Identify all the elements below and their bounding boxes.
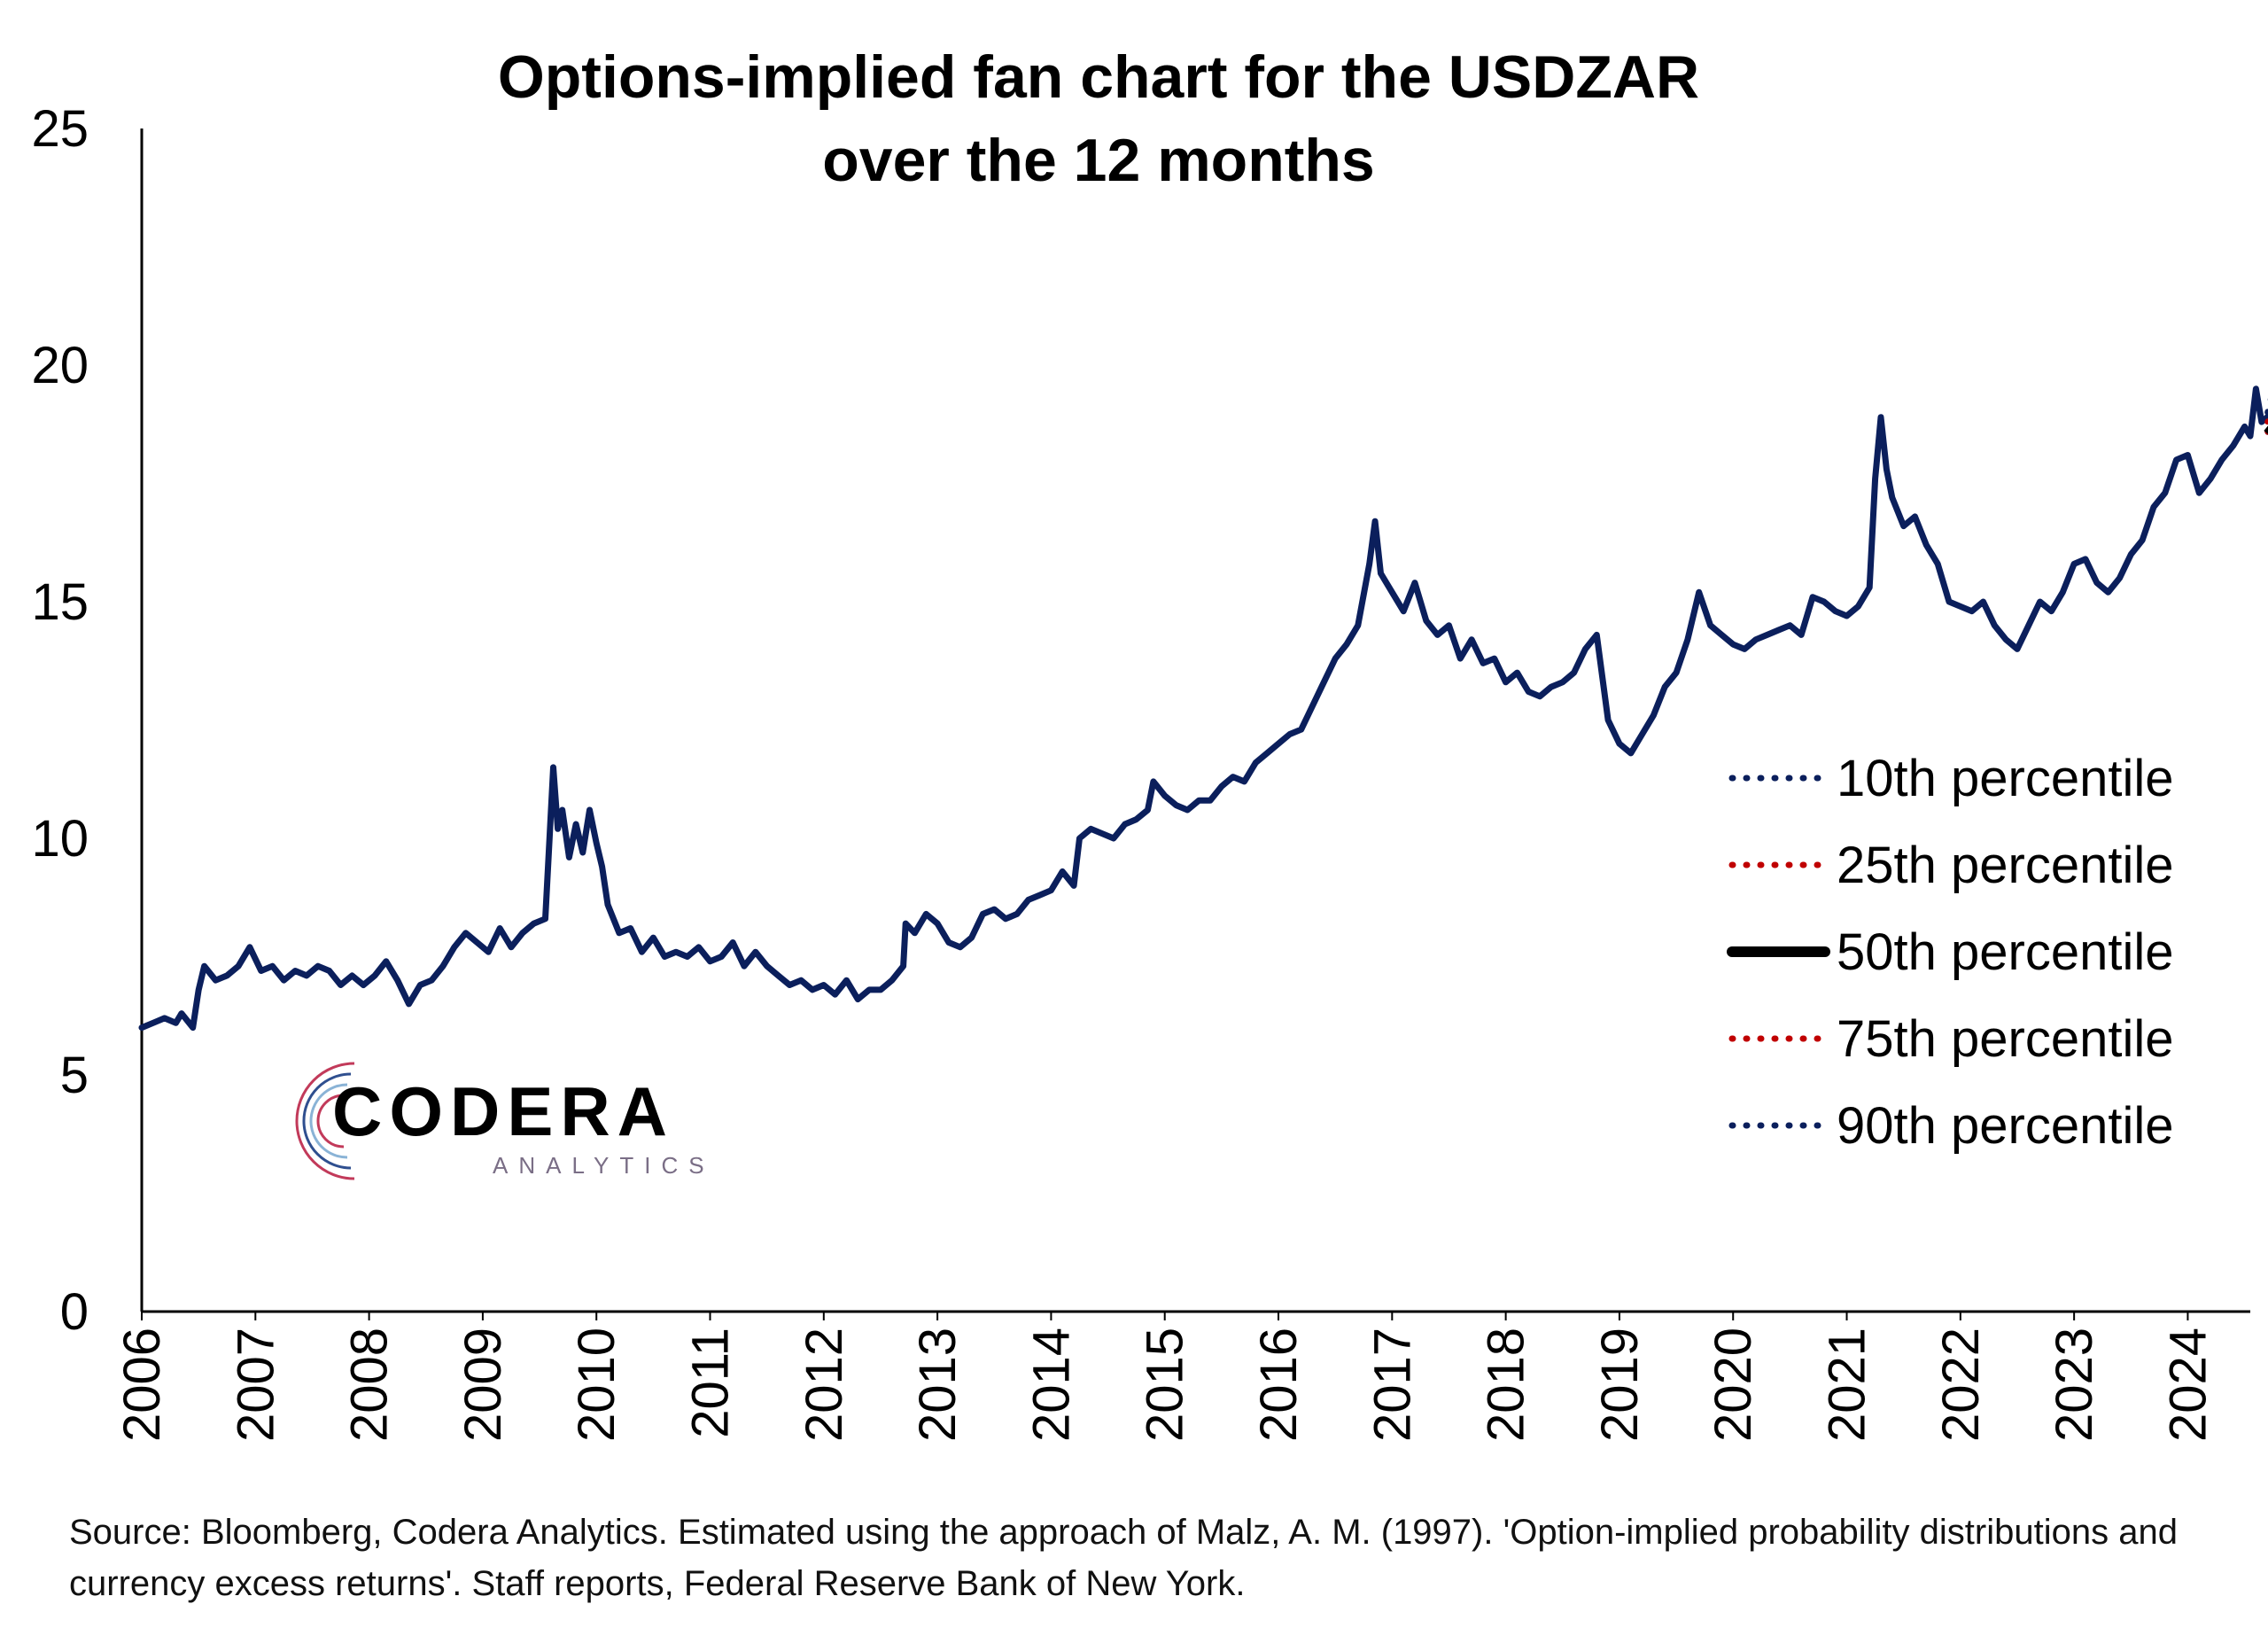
y-tick-label: 25	[31, 100, 89, 158]
series-usdzar	[138, 385, 2268, 1032]
logo-wordmark: CODERA	[332, 1072, 675, 1150]
x-tick-label: 2007	[227, 1328, 284, 1442]
legend-item: 25th percentile	[1728, 837, 2173, 894]
x-tick-label: 2024	[2159, 1328, 2217, 1442]
x-tick-label: 2014	[1022, 1328, 1080, 1442]
logo-subtitle: ANALYTICS	[493, 1152, 715, 1179]
legend-label: 25th percentile	[1837, 837, 2173, 894]
x-tick-label: 2023	[2046, 1328, 2103, 1442]
x-tick-label: 2010	[568, 1328, 625, 1442]
y-tick-label: 15	[31, 573, 89, 631]
x-tick-label: 2022	[1932, 1328, 1990, 1442]
y-tick-label: 0	[60, 1283, 89, 1341]
x-tick-label: 2015	[1137, 1328, 1194, 1442]
y-tick-label: 10	[31, 810, 89, 868]
x-tick-label: 2008	[341, 1328, 399, 1442]
x-tick-label: 2009	[454, 1328, 512, 1442]
x-tick-label: 2016	[1250, 1328, 1308, 1442]
legend-item: 50th percentile	[1727, 923, 2173, 981]
y-tick-label: 20	[31, 337, 89, 394]
source-note: Source: Bloomberg, Codera Analytics. Est…	[69, 1513, 2178, 1603]
axes: 0 5 10 15 20 25 2006 2007 2008 2009 2010 2011 2012 20…	[31, 100, 2250, 1442]
x-tick-label: 2006	[113, 1328, 171, 1442]
x-tick-label: 2021	[1819, 1328, 1876, 1442]
x-tick-label: 2020	[1705, 1328, 1762, 1442]
legend: 10th percentile 25th percentile 50th perce…	[1727, 750, 2173, 1155]
x-tick-label: 2018	[1478, 1328, 1535, 1442]
series-layer	[138, 385, 2268, 1032]
chart-title: Options-implied fan chart for the USDZAR…	[497, 43, 1700, 194]
x-tick-label: 2017	[1363, 1328, 1421, 1442]
y-tick-label: 5	[60, 1047, 89, 1104]
codera-logo: CODERA ANALYTICS	[292, 1055, 753, 1196]
legend-item: 10th percentile	[1728, 750, 2173, 807]
x-tick-label: 2013	[909, 1328, 967, 1442]
x-tick-label: 2012	[796, 1328, 853, 1442]
legend-label: 90th percentile	[1837, 1097, 2173, 1155]
legend-label: 50th percentile	[1837, 923, 2173, 981]
legend-item: 75th percentile	[1728, 1010, 2173, 1068]
x-tick-label: 2011	[682, 1328, 740, 1438]
legend-label: 10th percentile	[1837, 750, 2173, 807]
x-tick-label: 2019	[1591, 1328, 1649, 1442]
legend-item: 90th percentile	[1728, 1097, 2173, 1155]
logo-mark-icon	[295, 1062, 355, 1180]
legend-label: 75th percentile	[1837, 1010, 2173, 1068]
